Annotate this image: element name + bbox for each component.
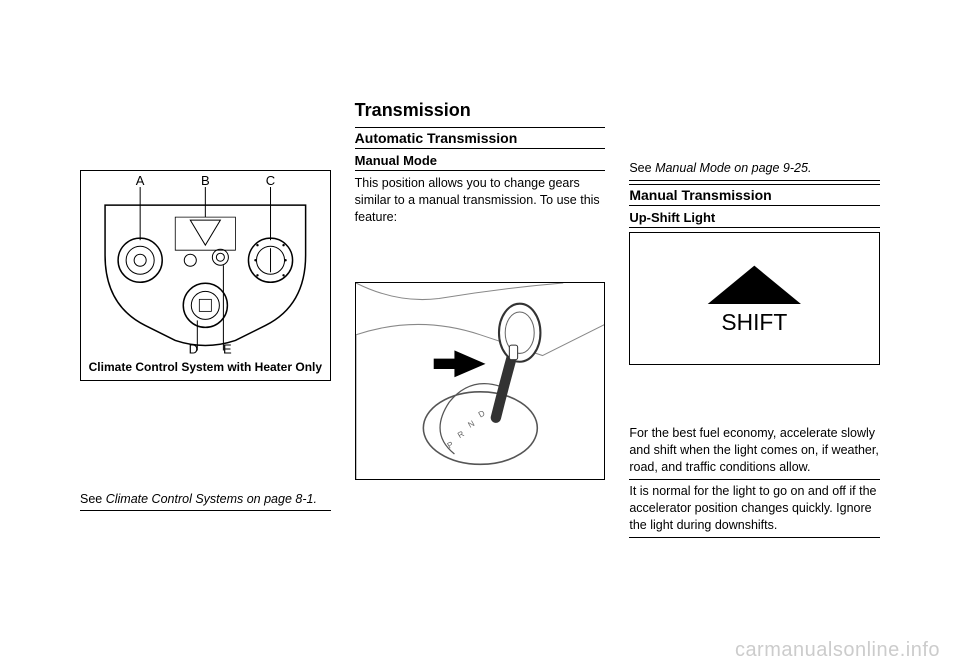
column-2: Transmission Automatic Transmission Manu… [355, 100, 606, 541]
svg-text:B: B [201, 175, 210, 188]
manual-transmission-heading: Manual Transmission [629, 184, 880, 206]
climate-control-figure: A B C D E Climate Control System with He… [80, 170, 331, 381]
caption-text: Climate Control System with Heater Only [89, 360, 322, 374]
spacer2 [355, 232, 606, 282]
column-3: See Manual Mode on page 9-25. Manual Tra… [629, 100, 880, 541]
shifter-figure: P R N D [355, 282, 606, 481]
see-text: See [80, 492, 106, 506]
spacer [80, 381, 331, 491]
accelerator-text: It is normal for the light to go on and … [629, 483, 880, 538]
spacer3 [629, 365, 880, 425]
see-ref-text: Climate Control Systems on page 8-1. [106, 492, 317, 506]
svg-text:SHIFT: SHIFT [722, 309, 788, 335]
svg-text:D: D [189, 341, 198, 355]
fuel-economy-text: For the best fuel economy, accelerate sl… [629, 425, 880, 480]
page: A B C D E Climate Control System with He… [0, 0, 960, 672]
svg-text:C: C [266, 175, 275, 188]
shifter-diagram: P R N D [356, 283, 605, 480]
see-manual-mode: See Manual Mode on page 9-25. [629, 160, 880, 181]
column-1: A B C D E Climate Control System with He… [80, 100, 331, 541]
climate-control-diagram: A B C D E [85, 175, 326, 356]
shift-indicator-figure: SHIFT [629, 232, 880, 366]
content-columns: A B C D E Climate Control System with He… [0, 0, 960, 581]
svg-text:E: E [223, 341, 232, 355]
see-ref3: Manual Mode on page 9-25. [655, 161, 811, 175]
see-climate-ref: See Climate Control Systems on page 8-1. [80, 491, 331, 512]
manual-mode-text: This position allows you to change gears… [355, 175, 606, 229]
see-text3: See [629, 161, 655, 175]
manual-mode-heading: Manual Mode [355, 153, 606, 171]
svg-text:A: A [136, 175, 145, 188]
watermark: carmanualsonline.info [735, 639, 940, 662]
auto-transmission-heading: Automatic Transmission [355, 127, 606, 149]
upshift-light-heading: Up-Shift Light [629, 210, 880, 228]
shift-indicator-icon: SHIFT [630, 247, 879, 351]
figure-caption: Climate Control System with Heater Only [85, 356, 326, 376]
transmission-heading: Transmission [355, 100, 606, 121]
